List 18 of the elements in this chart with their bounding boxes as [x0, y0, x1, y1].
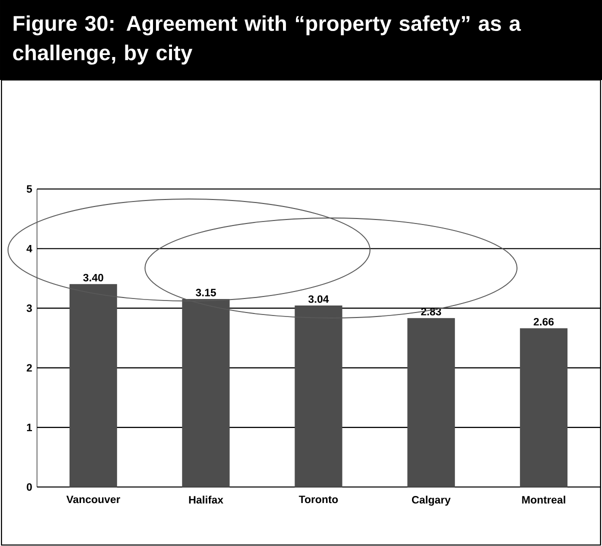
y-tick-label: 1	[27, 424, 32, 432]
data-label: 2.66	[534, 318, 554, 326]
x-tick-label: Calgary	[412, 496, 451, 506]
y-tick-label: 0	[26, 483, 32, 491]
data-label: 3.40	[83, 274, 104, 282]
x-tick-label: Halifax	[189, 496, 224, 504]
x-tick-label: Montreal	[522, 496, 566, 504]
x-tick-label: Toronto	[298, 496, 338, 504]
data-label: 3.04	[308, 295, 329, 303]
x-tick-label: Vancouver	[66, 496, 120, 504]
bar	[520, 328, 568, 488]
y-tick-label: 5	[26, 185, 32, 193]
y-tick-label: 2	[26, 364, 32, 372]
chart-title: Figure 30: Agreement with “property safety” as a challenge, by city	[13, 15, 521, 65]
data-label: 3.15	[196, 288, 216, 296]
y-tick-label: 4	[26, 244, 32, 252]
bar	[407, 318, 455, 488]
y-tick-label: 3	[26, 304, 32, 312]
